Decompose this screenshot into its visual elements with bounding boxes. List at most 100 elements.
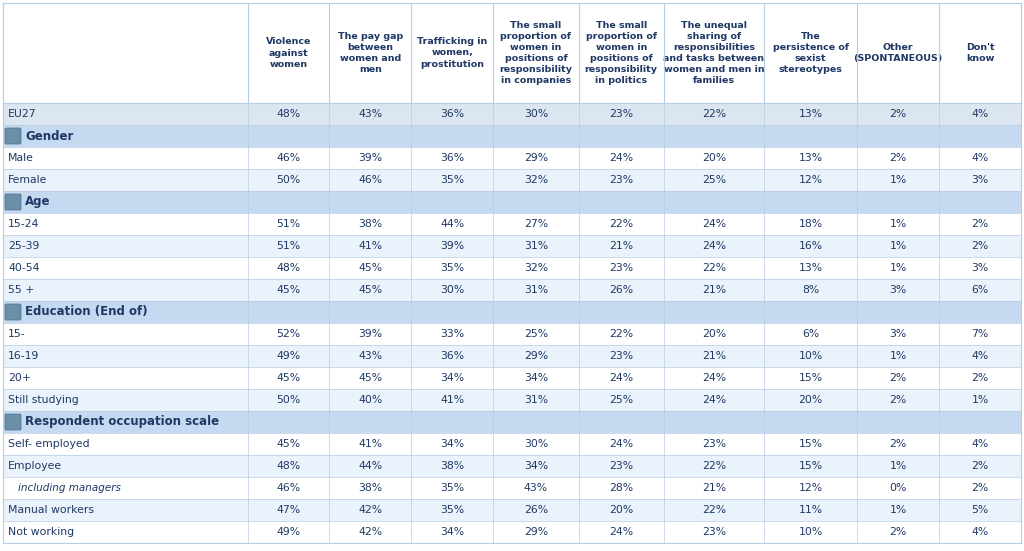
- Text: 13%: 13%: [799, 109, 822, 119]
- Text: 22%: 22%: [701, 109, 726, 119]
- Text: Education (End of): Education (End of): [25, 305, 147, 318]
- Text: 32%: 32%: [524, 263, 548, 273]
- Text: 46%: 46%: [276, 483, 301, 493]
- Text: The
persistence of
sexist
stereotypes: The persistence of sexist stereotypes: [772, 32, 849, 74]
- Text: 51%: 51%: [276, 241, 301, 251]
- Text: 32%: 32%: [524, 175, 548, 185]
- Text: 2%: 2%: [972, 461, 989, 471]
- Bar: [3, 103, 1021, 125]
- Text: 45%: 45%: [276, 439, 301, 449]
- Text: 52%: 52%: [276, 329, 301, 339]
- Bar: [3, 367, 1021, 389]
- Text: 15%: 15%: [799, 461, 822, 471]
- Bar: [3, 455, 1021, 477]
- Text: 35%: 35%: [440, 483, 464, 493]
- Text: 22%: 22%: [701, 263, 726, 273]
- Text: 11%: 11%: [799, 505, 822, 515]
- Text: including managers: including managers: [18, 483, 121, 493]
- Bar: [3, 323, 1021, 345]
- Text: 39%: 39%: [440, 241, 464, 251]
- Text: 25-39: 25-39: [8, 241, 39, 251]
- Text: 1%: 1%: [890, 175, 907, 185]
- Text: 43%: 43%: [524, 483, 548, 493]
- Text: 24%: 24%: [609, 153, 633, 163]
- Text: 43%: 43%: [358, 351, 382, 361]
- Text: 24%: 24%: [701, 219, 726, 229]
- Bar: [3, 411, 1021, 433]
- Text: 20%: 20%: [799, 395, 822, 405]
- Text: The small
proportion of
women in
positions of
responsibility
in companies: The small proportion of women in positio…: [500, 21, 572, 85]
- Text: 21%: 21%: [701, 351, 726, 361]
- Text: 50%: 50%: [276, 175, 301, 185]
- Text: Other
(SPONTANEOUS): Other (SPONTANEOUS): [854, 43, 943, 63]
- Text: 23%: 23%: [609, 461, 633, 471]
- Text: 48%: 48%: [276, 461, 301, 471]
- Text: 4%: 4%: [972, 439, 989, 449]
- Text: 3%: 3%: [890, 329, 907, 339]
- Text: 24%: 24%: [701, 395, 726, 405]
- Text: 2%: 2%: [972, 219, 989, 229]
- Text: 38%: 38%: [440, 461, 464, 471]
- Text: 45%: 45%: [276, 373, 301, 383]
- Text: 15%: 15%: [799, 373, 822, 383]
- Text: 39%: 39%: [358, 153, 382, 163]
- Text: 2%: 2%: [972, 483, 989, 493]
- Text: 50%: 50%: [276, 395, 301, 405]
- Text: Self- employed: Self- employed: [8, 439, 90, 449]
- Text: 41%: 41%: [440, 395, 464, 405]
- Text: 2%: 2%: [890, 395, 907, 405]
- Text: 28%: 28%: [609, 483, 633, 493]
- Text: The small
proportion of
women in
positions of
responsibility
in politics: The small proportion of women in positio…: [585, 21, 657, 85]
- Text: Gender: Gender: [25, 129, 74, 143]
- Text: 22%: 22%: [701, 505, 726, 515]
- Text: 23%: 23%: [701, 527, 726, 537]
- Text: 1%: 1%: [890, 505, 907, 515]
- Text: 33%: 33%: [440, 329, 464, 339]
- Text: 41%: 41%: [358, 439, 382, 449]
- Text: 20%: 20%: [701, 329, 726, 339]
- Text: 24%: 24%: [701, 373, 726, 383]
- Text: 55 +: 55 +: [8, 285, 35, 295]
- Text: 6%: 6%: [802, 329, 819, 339]
- Text: 5%: 5%: [972, 505, 989, 515]
- Text: 24%: 24%: [609, 439, 633, 449]
- Text: 4%: 4%: [972, 153, 989, 163]
- Bar: [3, 279, 1021, 301]
- Text: 21%: 21%: [701, 483, 726, 493]
- Text: 31%: 31%: [524, 395, 548, 405]
- Text: 21%: 21%: [701, 285, 726, 295]
- Text: 4%: 4%: [972, 351, 989, 361]
- Text: 49%: 49%: [276, 527, 301, 537]
- Text: 30%: 30%: [523, 439, 548, 449]
- Text: 15%: 15%: [799, 439, 822, 449]
- Text: 26%: 26%: [609, 285, 633, 295]
- Bar: [3, 3, 1021, 103]
- Bar: [3, 521, 1021, 543]
- Text: 48%: 48%: [276, 263, 301, 273]
- Text: 38%: 38%: [358, 483, 382, 493]
- Text: 23%: 23%: [609, 351, 633, 361]
- Text: 46%: 46%: [276, 153, 301, 163]
- Text: 34%: 34%: [440, 373, 464, 383]
- Text: 38%: 38%: [358, 219, 382, 229]
- Text: Respondent occupation scale: Respondent occupation scale: [25, 415, 219, 429]
- Text: 23%: 23%: [609, 109, 633, 119]
- Text: 2%: 2%: [890, 439, 907, 449]
- Text: 2%: 2%: [890, 153, 907, 163]
- Text: 4%: 4%: [972, 109, 989, 119]
- Text: 24%: 24%: [609, 527, 633, 537]
- Text: 18%: 18%: [799, 219, 822, 229]
- Text: 26%: 26%: [524, 505, 548, 515]
- Text: 48%: 48%: [276, 109, 301, 119]
- Text: 45%: 45%: [358, 285, 382, 295]
- Text: 0%: 0%: [890, 483, 907, 493]
- Text: 22%: 22%: [701, 461, 726, 471]
- Text: The unequal
sharing of
responsibilities
and tasks between
women and men in
famil: The unequal sharing of responsibilities …: [664, 21, 764, 85]
- Text: 15-24: 15-24: [8, 219, 39, 229]
- Text: Still studying: Still studying: [8, 395, 79, 405]
- Text: 1%: 1%: [890, 351, 907, 361]
- Text: 27%: 27%: [524, 219, 548, 229]
- Text: 45%: 45%: [276, 285, 301, 295]
- Text: 36%: 36%: [440, 351, 464, 361]
- Bar: [3, 477, 1021, 499]
